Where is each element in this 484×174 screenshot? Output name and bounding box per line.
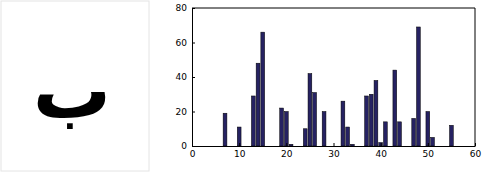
bar: [365, 96, 369, 146]
tick: 60: [470, 143, 482, 159]
x-axis: 0 10 20 30 40 50 60: [190, 143, 482, 159]
bar: [450, 125, 454, 146]
tick-mark: [428, 143, 429, 146]
tick-mark: [381, 143, 382, 146]
bar: [322, 112, 326, 147]
bar: [346, 127, 350, 146]
bar: [379, 143, 383, 146]
bar: [313, 93, 317, 146]
tick-mark: [334, 143, 335, 146]
bar: [341, 101, 345, 146]
bars: [223, 27, 453, 146]
bar: [398, 122, 402, 146]
tick: 50: [423, 143, 435, 159]
bar: [251, 96, 255, 146]
tick-mark: [192, 146, 195, 147]
bar: [280, 108, 284, 146]
tick: 20: [176, 107, 195, 117]
tick-label: 40: [176, 72, 188, 82]
y-axis: 0 20 40 60 80: [176, 3, 195, 151]
bar: [426, 112, 430, 147]
tick-label: 30: [328, 149, 340, 159]
tick-label: 50: [423, 149, 435, 159]
plot-background: [192, 8, 475, 146]
letter: ب: [33, 46, 111, 136]
tick-label: 60: [176, 38, 188, 48]
bar: [289, 144, 293, 146]
figure: ب 0 10 20 30 40 50 60 0 20 40 60 80: [0, 0, 484, 174]
bar: [350, 144, 354, 146]
axis-line: [193, 146, 476, 147]
tick-label: 0: [181, 141, 187, 151]
tick: 10: [234, 143, 246, 159]
bar: [412, 118, 416, 146]
bar: [308, 74, 312, 146]
tick: 40: [375, 143, 387, 159]
tick-mark: [192, 112, 195, 113]
bar: [369, 94, 373, 146]
tick-label: 80: [176, 3, 188, 13]
bar: [303, 129, 307, 146]
bar: [374, 80, 378, 146]
tick-mark: [239, 143, 240, 146]
tick-mark: [286, 143, 287, 146]
tick-mark: [192, 77, 195, 78]
tick-label: 20: [176, 107, 188, 117]
bar: [393, 70, 397, 146]
bar: [223, 113, 227, 146]
bar: [256, 63, 260, 146]
tick: 40: [176, 72, 195, 82]
tick: 20: [281, 143, 293, 159]
bar: [261, 32, 265, 146]
frame: [192, 8, 475, 9]
bar: [383, 122, 387, 146]
tick-mark: [192, 43, 195, 44]
tick-label: 40: [375, 149, 387, 159]
tick-label: 60: [470, 149, 482, 159]
tick-label: 10: [234, 149, 246, 159]
bar: [431, 137, 435, 146]
tick-label: 0: [190, 149, 196, 159]
letter-panel: [1, 1, 149, 171]
tick-label: 20: [281, 149, 293, 159]
bar: [237, 127, 241, 146]
bar: [284, 112, 288, 147]
tick: 0: [181, 141, 195, 151]
tick: 60: [176, 38, 195, 48]
frame: [475, 8, 476, 146]
tick: 30: [328, 143, 340, 159]
bar: [417, 27, 421, 146]
